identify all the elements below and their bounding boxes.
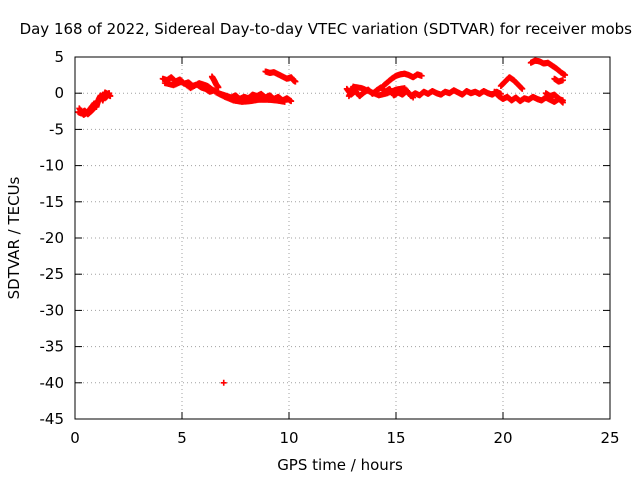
x-tick-label: 25 [600, 429, 619, 447]
x-tick-label: 10 [279, 429, 298, 447]
x-tick-label: 0 [70, 429, 80, 447]
data-points [75, 57, 569, 386]
data-point [410, 94, 417, 101]
x-axis-label: GPS time / hours [277, 456, 403, 474]
y-tick-label: 5 [54, 48, 64, 66]
data-point [559, 77, 566, 84]
data-point [562, 72, 569, 79]
x-tick-label: 20 [493, 429, 512, 447]
y-tick-label: -15 [40, 193, 65, 211]
y-tick-label: -5 [49, 120, 64, 138]
y-tick-label: -30 [40, 301, 65, 319]
data-point [288, 98, 295, 105]
data-point [106, 90, 113, 97]
y-axis-label: SDTVAR / TECUs [5, 176, 23, 299]
data-point [281, 98, 288, 105]
y-tick-label: 0 [54, 84, 64, 102]
axis-ticks: 0 5 10 15 20 25 5 0 -5 -10 -15 -20 -25 -30 -35 -40 -45 [40, 48, 620, 447]
y-tick-label: -10 [40, 157, 65, 175]
y-tick-label: -45 [40, 410, 65, 428]
data-point [418, 72, 425, 79]
data-point [220, 379, 227, 386]
data-point [559, 99, 566, 106]
y-tick-label: -40 [40, 374, 65, 392]
y-tick-label: -20 [40, 229, 65, 247]
data-point [519, 85, 526, 92]
grid [75, 57, 610, 419]
chart-title: Day 168 of 2022, Sidereal Day-to-day VTE… [20, 20, 633, 38]
x-tick-label: 5 [177, 429, 187, 447]
x-tick-label: 15 [386, 429, 405, 447]
y-tick-label: -35 [40, 338, 65, 356]
data-point [292, 78, 299, 85]
data-point [215, 84, 222, 91]
y-tick-label: -25 [40, 265, 65, 283]
